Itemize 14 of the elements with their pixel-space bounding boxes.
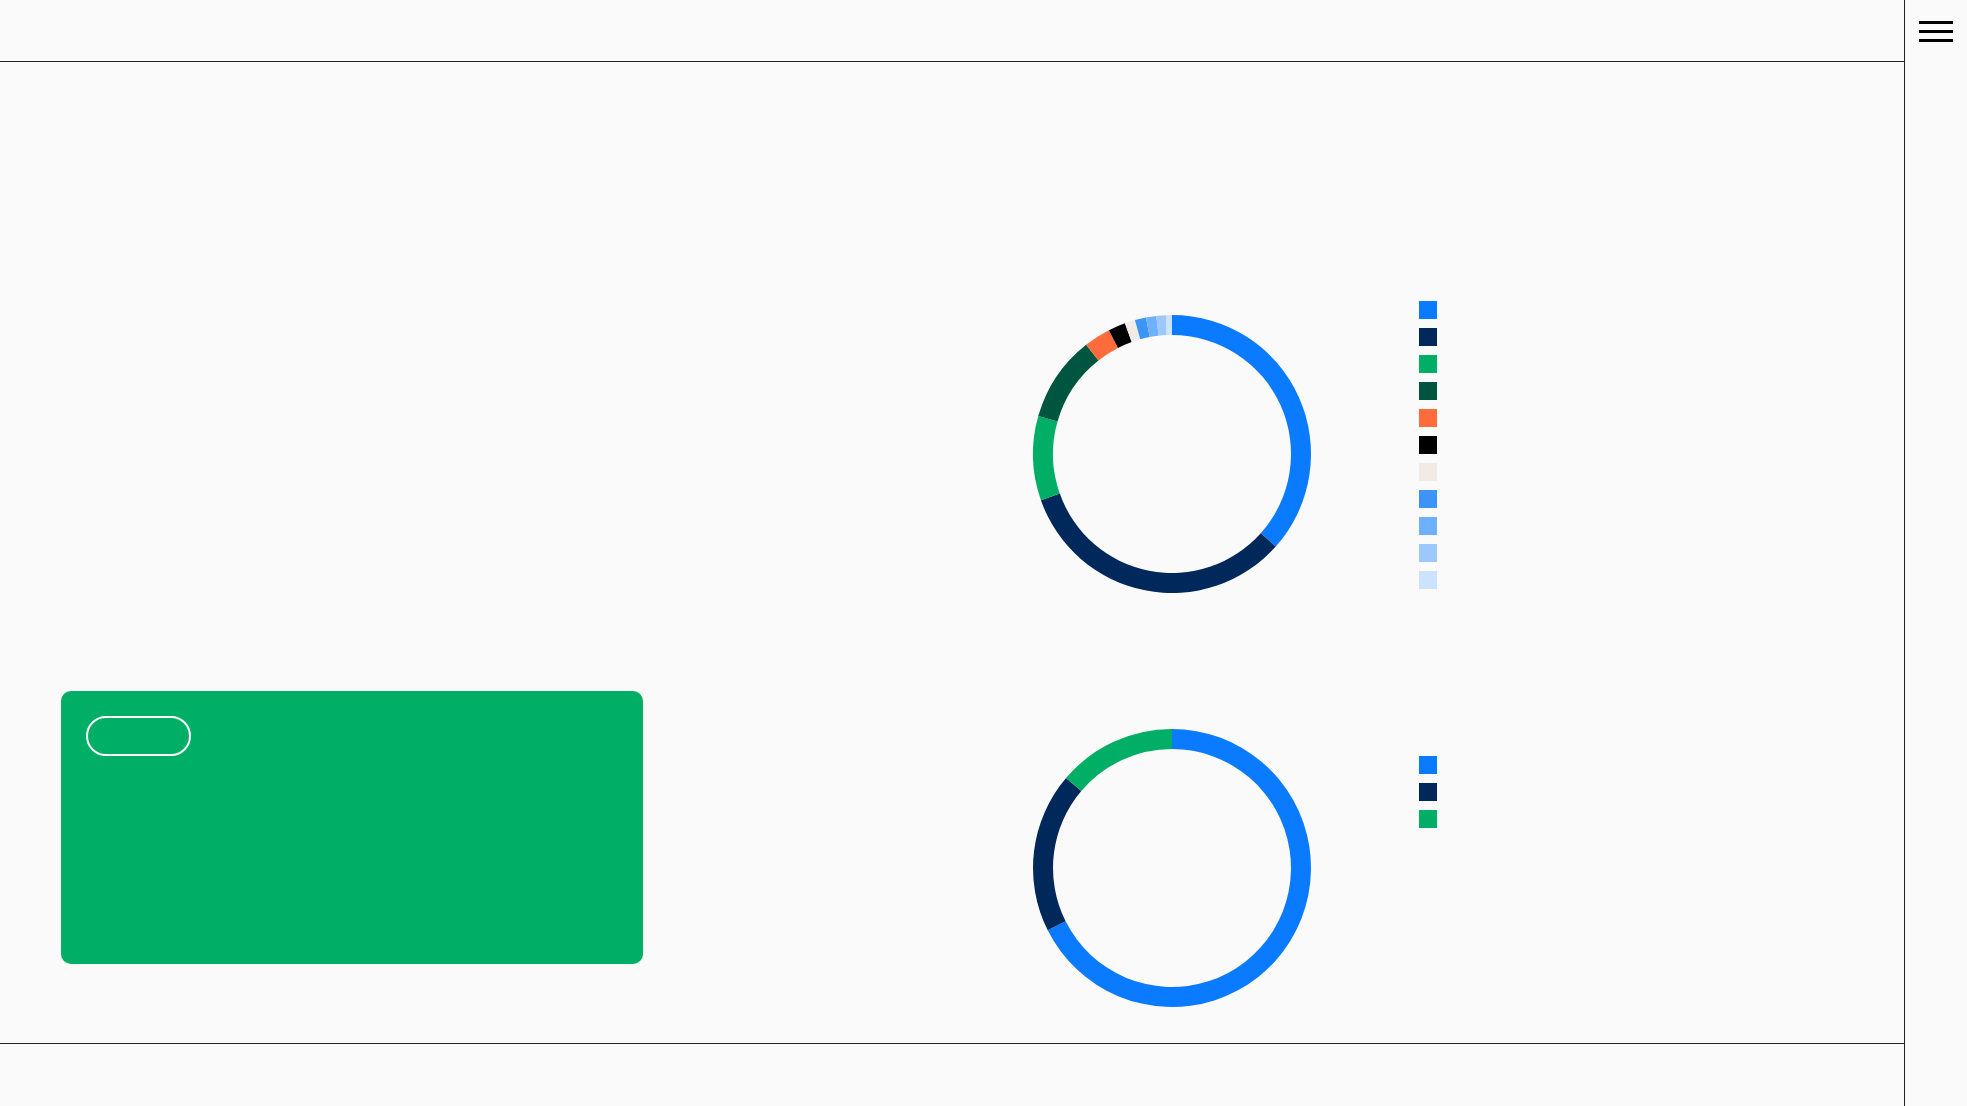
donut-slice xyxy=(1033,778,1082,931)
donut-slice xyxy=(1066,729,1172,791)
donut-slice xyxy=(1172,315,1311,547)
donut-slice xyxy=(1086,330,1118,361)
donut-slice xyxy=(1108,323,1132,348)
donut-slice xyxy=(1134,317,1150,340)
donut-slice xyxy=(1033,416,1060,501)
donut-slice xyxy=(1145,315,1159,338)
donut-slice xyxy=(1124,320,1141,343)
donut-slice xyxy=(1165,315,1172,336)
donut-slice xyxy=(1038,344,1099,422)
donut-slice xyxy=(1040,493,1276,593)
donut-slice xyxy=(1156,315,1167,336)
donut-slice xyxy=(1047,729,1311,1007)
